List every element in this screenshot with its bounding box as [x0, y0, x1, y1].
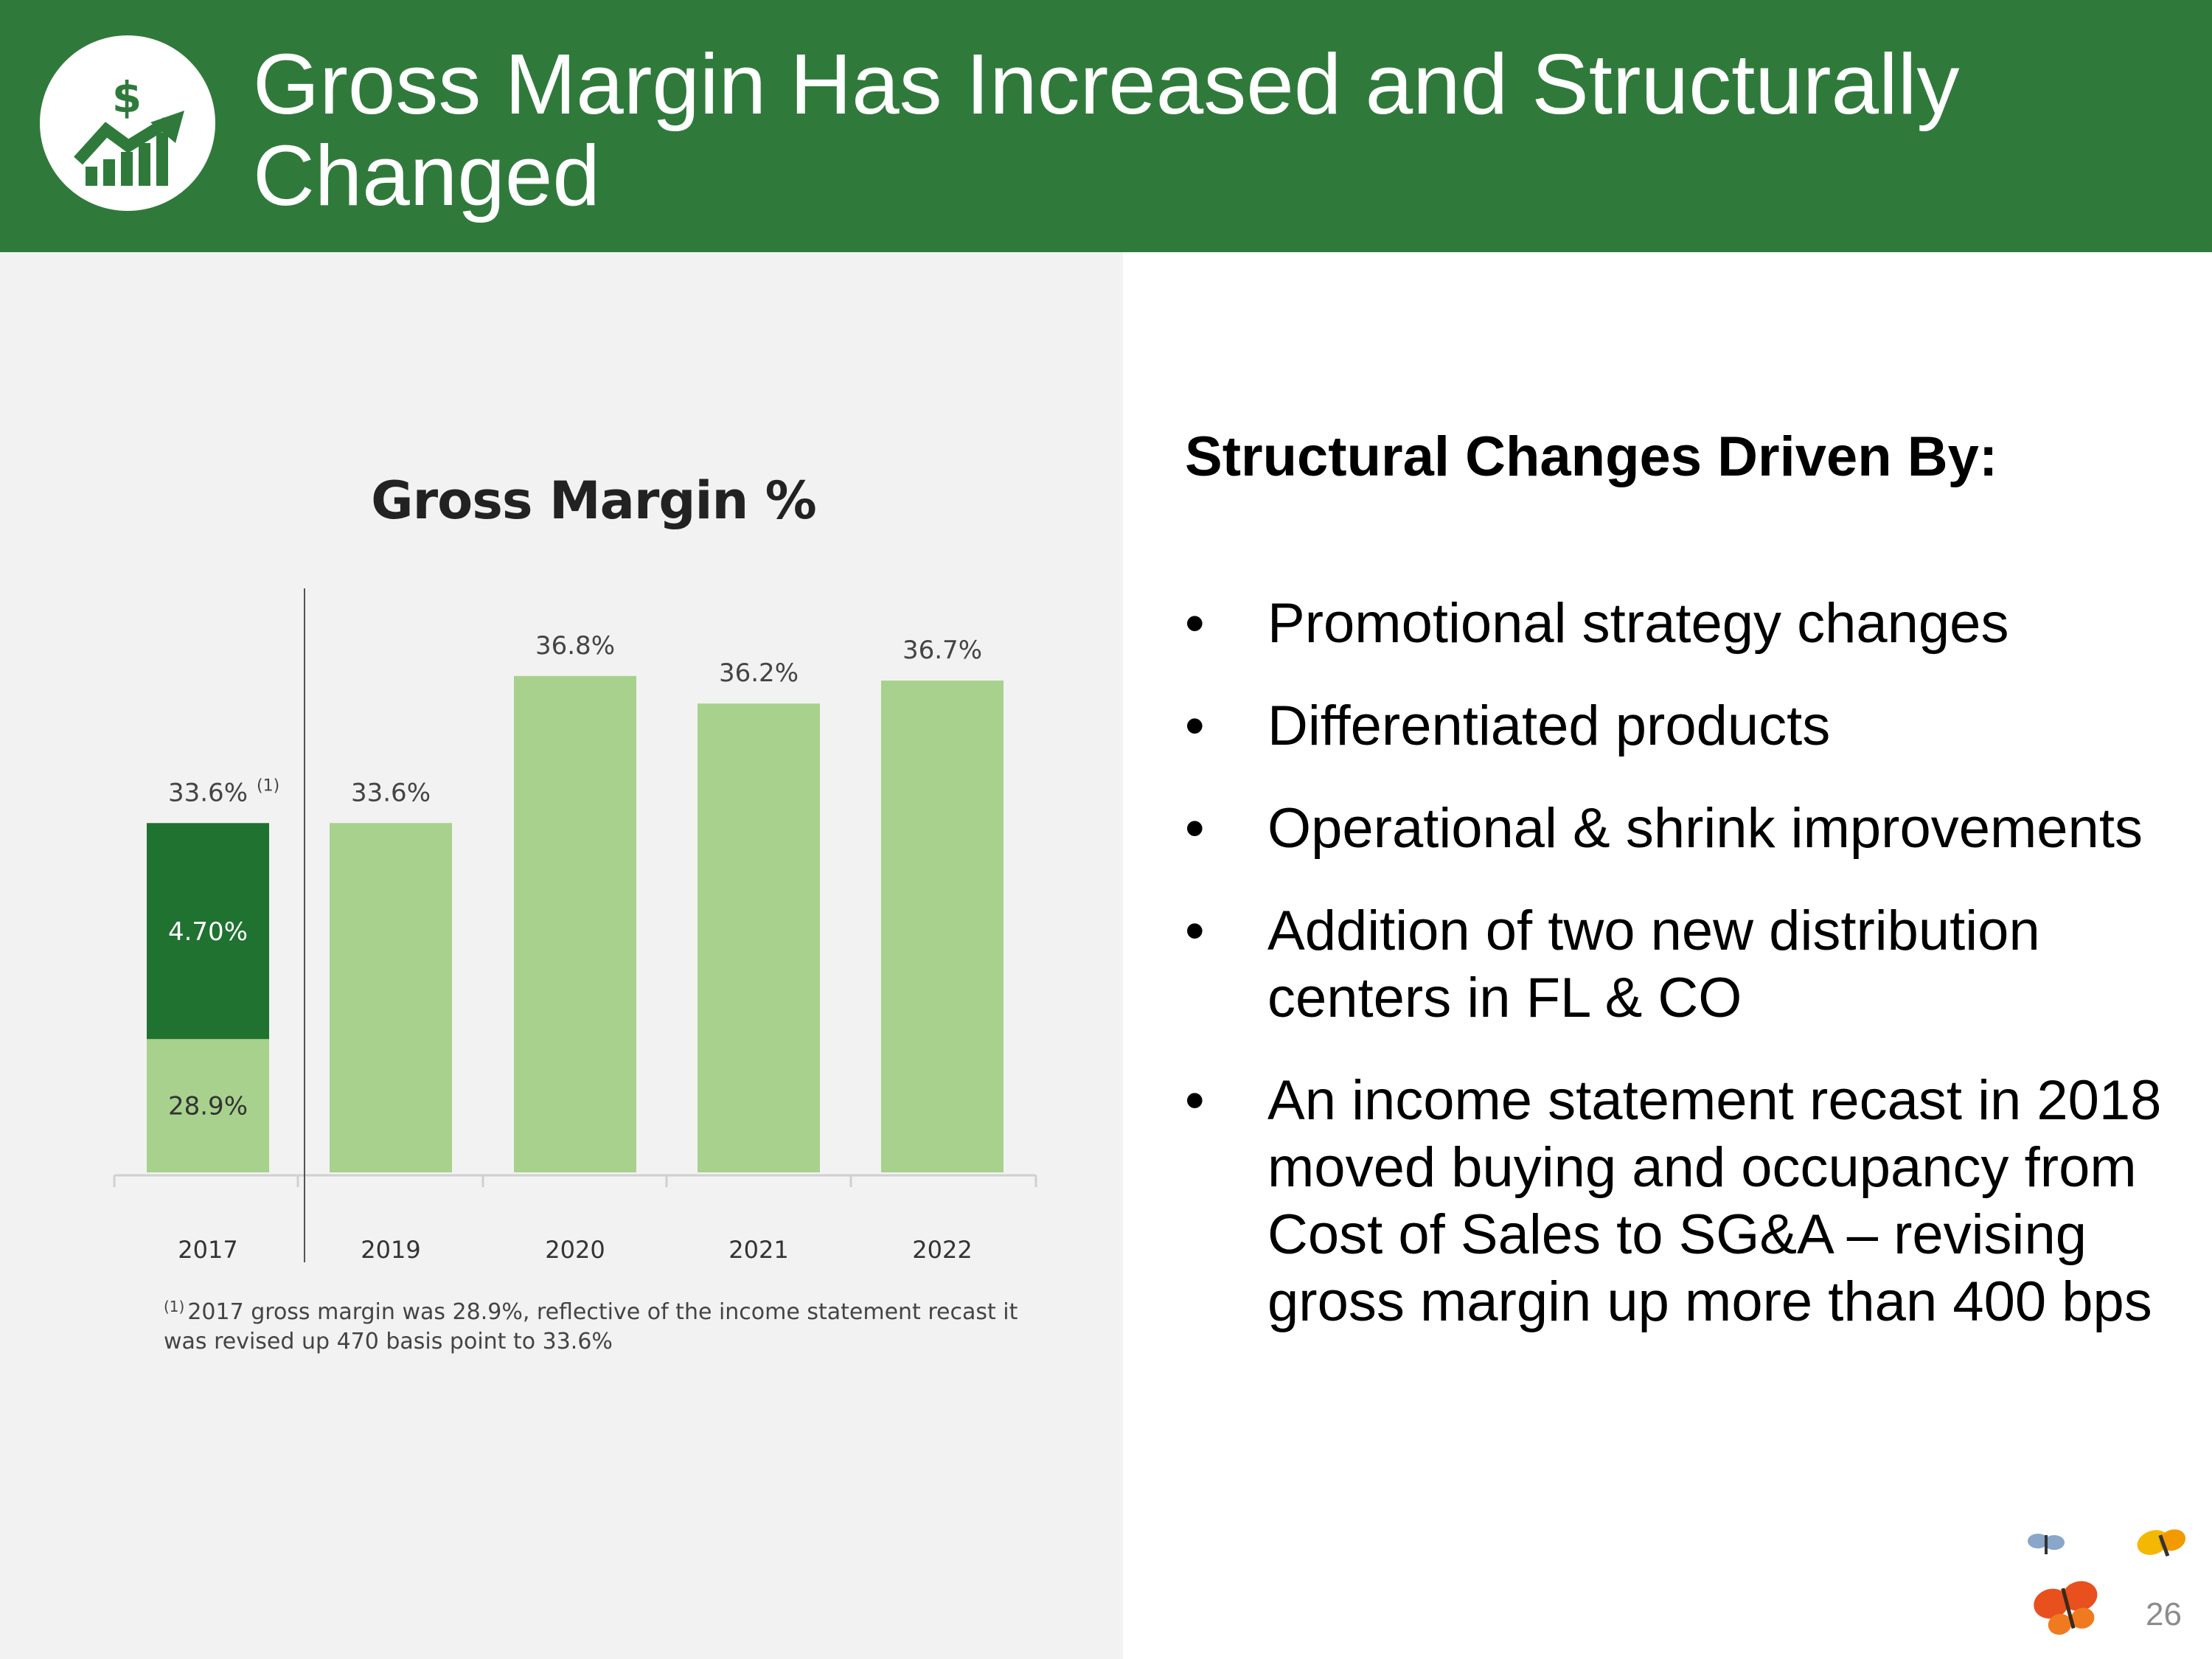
footnote-marker: (1): [164, 1298, 185, 1315]
bar-2017-addition-label: 4.70%: [168, 917, 248, 947]
value-label-2021: 36.2%: [719, 658, 799, 688]
x-tick-label-2019: 2019: [361, 1236, 420, 1264]
footnote-text: 2017 gross margin was 28.9%, reflective …: [164, 1299, 1018, 1354]
value-label-2019: 33.6%: [351, 778, 431, 807]
header-bar: $ Gross Margin Has Increased and Structu…: [0, 0, 2212, 252]
bullet-item: Operational & shrink improvements: [1185, 795, 2166, 862]
gross-margin-chart: 28.9% 4.70% 33.6% (1) 2017 33.6% 2019 36.8% 2020…: [113, 588, 1037, 1264]
value-label-2017: 33.6%: [168, 778, 248, 807]
x-tick-label-2022: 2022: [912, 1236, 972, 1264]
page-number: 26: [2146, 1596, 2182, 1632]
bar-2017-base: [147, 1039, 269, 1172]
logo-badge: $: [40, 35, 215, 211]
bullet-list: Promotional strategy changes Differentia…: [1185, 590, 2166, 1371]
page-title: Gross Margin Has Increased and Structura…: [253, 36, 1960, 223]
x-tick-label-2020: 2020: [545, 1236, 605, 1264]
svg-text:$: $: [112, 72, 142, 122]
chart-title: Gross Margin %: [371, 470, 817, 531]
bar-2021: [698, 703, 820, 1172]
bullet-item: Addition of two new distribution centers…: [1185, 897, 2166, 1032]
x-tick-label-2017: 2017: [178, 1236, 237, 1264]
bar-2020: [514, 675, 636, 1172]
bar-2022: [881, 681, 1004, 1172]
bullet-item: An income statement recast in 2018 moved…: [1185, 1067, 2166, 1335]
growth-chart-dollar-icon: $: [74, 72, 184, 186]
value-label-2020: 36.8%: [535, 631, 615, 661]
butterflies-icon: [2028, 1529, 2186, 1635]
bullet-item: Differentiated products: [1185, 692, 2166, 759]
x-tick-label-2021: 2021: [728, 1236, 788, 1264]
value-label-2022: 36.7%: [902, 636, 982, 665]
value-label-superscript: (1): [257, 776, 279, 795]
section-heading: Structural Changes Driven By:: [1185, 425, 1998, 488]
chart-footnote: (1) 2017 gross margin was 28.9%, reflecti…: [164, 1292, 1048, 1357]
bar-2019: [330, 823, 452, 1172]
bar-2017-base-label: 28.9%: [168, 1092, 248, 1121]
bullet-item: Promotional strategy changes: [1185, 590, 2166, 657]
bar-2017-addition: [147, 823, 269, 1040]
